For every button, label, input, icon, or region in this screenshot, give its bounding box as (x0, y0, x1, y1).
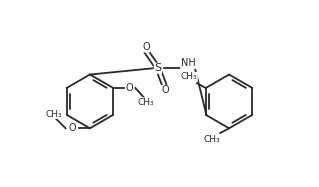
Text: CH₃: CH₃ (204, 135, 221, 144)
Text: O: O (161, 85, 169, 95)
Text: O: O (142, 42, 150, 52)
Text: O: O (126, 83, 133, 93)
Text: S: S (154, 63, 161, 73)
Text: CH₃: CH₃ (181, 72, 197, 81)
Text: O: O (68, 123, 76, 133)
Text: NH: NH (181, 59, 195, 68)
Text: CH₃: CH₃ (138, 98, 154, 107)
Text: CH₃: CH₃ (45, 110, 62, 119)
